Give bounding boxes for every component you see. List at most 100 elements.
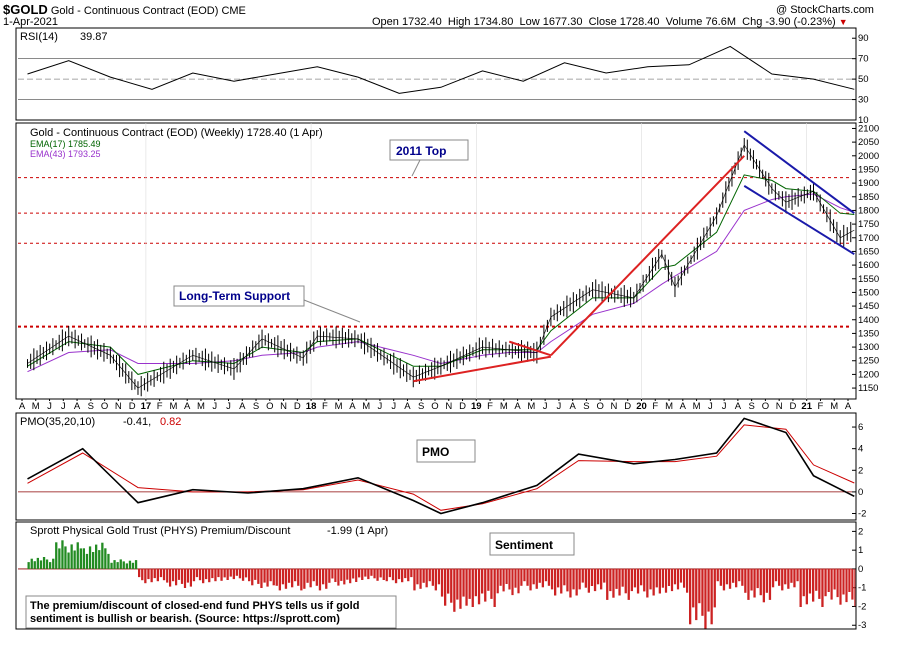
sentiment-bar xyxy=(532,568,535,585)
x-tick-label: A xyxy=(239,401,246,412)
price-tick-label: 2100 xyxy=(858,123,879,134)
sentiment-bar xyxy=(76,542,79,569)
sentiment-bar xyxy=(790,568,793,583)
sentiment-bar xyxy=(98,550,101,569)
price-tick-label: 1600 xyxy=(858,260,879,271)
sentiment-bar xyxy=(416,568,419,585)
sentiment-note: The premium/discount of closed-end fund … xyxy=(25,595,397,629)
price-tick-label: 1550 xyxy=(858,274,879,285)
sentiment-bar xyxy=(722,568,726,591)
sentiment-bar xyxy=(214,568,217,582)
sentiment-bar xyxy=(484,568,487,602)
sentiment-bar xyxy=(839,568,842,605)
pmo-panel-value: -0.41, xyxy=(123,416,151,428)
x-tick-label: M xyxy=(500,401,508,412)
sentiment-bar xyxy=(581,568,584,583)
sentiment-bar xyxy=(437,568,441,585)
sentiment-bar xyxy=(88,546,92,569)
open-label: Open xyxy=(372,16,399,28)
sentiment-bar xyxy=(554,568,557,596)
sentiment-bar xyxy=(447,568,450,594)
sentiment-bar xyxy=(557,568,560,588)
pmo-tick-label: 6 xyxy=(858,422,863,433)
sentiment-bar xyxy=(627,568,630,600)
price-tick-label: 1700 xyxy=(858,233,879,244)
sentiment-bar xyxy=(830,568,833,600)
sentiment-bar xyxy=(493,568,496,607)
sentiment-bar xyxy=(241,568,245,581)
sentiment-bar xyxy=(128,560,132,569)
sentiment-bar xyxy=(394,568,398,584)
sentiment-bar xyxy=(630,568,633,592)
ohlc-readout: Open 1732.40 High 1734.80 Low 1677.30 Cl… xyxy=(372,16,848,28)
sentiment-bar xyxy=(854,568,856,607)
sentiment-bar xyxy=(198,568,202,581)
sentiment-bar xyxy=(195,568,199,578)
sentiment-bar xyxy=(496,568,499,594)
high-label: High xyxy=(447,16,471,28)
chg-value: -3.90 (-0.23%) xyxy=(765,16,836,28)
price-tick-label: 1950 xyxy=(858,164,879,175)
sentiment-bar xyxy=(750,568,753,591)
sentiment-bar xyxy=(67,552,70,569)
sentiment-bar xyxy=(833,568,836,590)
sentiment-bar xyxy=(238,568,242,579)
sentiment-bar xyxy=(808,568,812,594)
x-tick-label: J xyxy=(722,401,727,412)
x-tick-label: N xyxy=(280,401,287,412)
sentiment-bar xyxy=(186,568,189,583)
x-tick-label: O xyxy=(431,401,438,412)
chart-marks xyxy=(27,45,856,629)
sentiment-bar xyxy=(33,561,36,569)
sentiment-bar xyxy=(391,568,395,581)
sentiment-bar xyxy=(481,568,484,594)
sentiment-bar xyxy=(526,568,529,586)
x-tick-label: F xyxy=(652,401,658,412)
sentiment-bar xyxy=(698,568,701,604)
sentiment-bar xyxy=(759,568,762,596)
sentiment-bar xyxy=(805,568,808,605)
rsi-panel-label: RSI(14) xyxy=(20,31,58,43)
sentiment-bar xyxy=(220,568,223,581)
exchange: CME xyxy=(221,5,246,17)
grid-lines: 9070503010210020502000195019001850180017… xyxy=(18,33,879,631)
sentiment-bar xyxy=(465,568,468,606)
price-tick-label: 1150 xyxy=(858,383,878,394)
channel-upper-line xyxy=(743,130,855,214)
price-tick-label: 1300 xyxy=(858,342,879,353)
x-tick-label: O xyxy=(266,401,273,412)
sentiment-bar xyxy=(266,568,269,587)
sentiment-bar xyxy=(547,568,551,586)
sentiment-bar xyxy=(334,568,337,582)
sentiment-bar xyxy=(42,557,46,569)
sentiment-bar xyxy=(116,562,119,569)
sentiment-bar xyxy=(618,568,621,596)
sentiment-bar xyxy=(661,568,664,588)
sentiment-bar xyxy=(150,568,153,583)
x-tick-label: J xyxy=(543,401,548,412)
sentiment-bar xyxy=(508,568,511,590)
sentiment-bar xyxy=(244,568,248,578)
chg-label: Chg xyxy=(742,16,763,28)
rsi-panel-frame xyxy=(15,27,857,121)
sentiment-bar xyxy=(175,568,178,586)
sentiment-bar xyxy=(815,568,818,591)
price-tick-label: 1350 xyxy=(858,328,879,339)
sentiment-bar xyxy=(692,568,695,608)
sentiment-bar xyxy=(799,568,802,607)
sent-tick-label: 2 xyxy=(858,526,863,537)
sentiment-bar xyxy=(541,568,544,588)
sentiment-bar xyxy=(413,568,416,591)
sentiment-bar xyxy=(538,568,541,583)
price-tick-label: 1900 xyxy=(858,178,879,189)
symbol: $GOLD xyxy=(3,2,48,17)
rsi-tick-label: 30 xyxy=(858,95,869,106)
annotation-long-term-support: Long-Term Support xyxy=(173,285,361,323)
x-tick-label: 21 xyxy=(801,401,812,412)
sent-tick-label: -3 xyxy=(858,620,866,631)
sentiment-bar xyxy=(606,568,609,600)
sentiment-bar xyxy=(676,568,680,590)
sentiment-bar xyxy=(490,568,493,599)
sentiment-bar xyxy=(291,568,294,588)
